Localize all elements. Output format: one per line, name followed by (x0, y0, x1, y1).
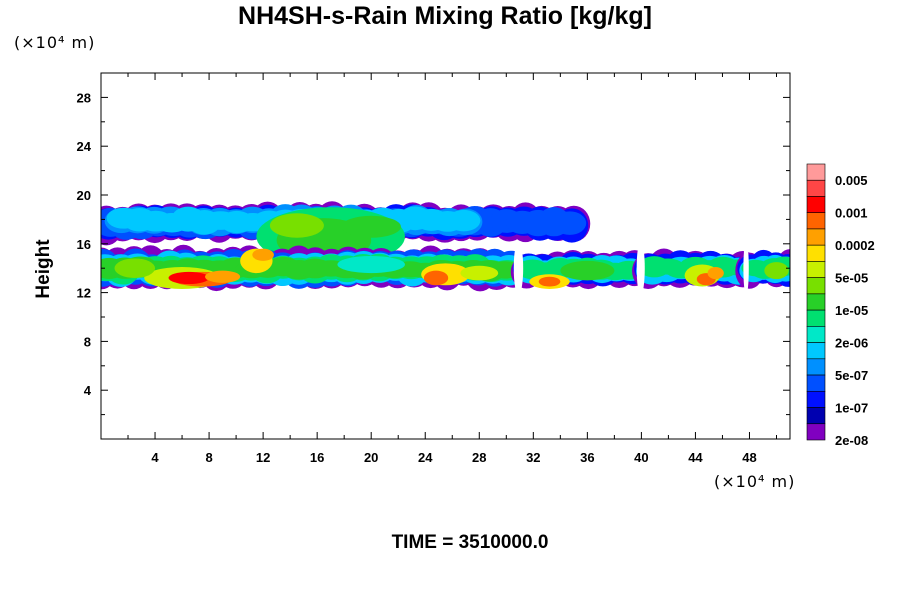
x-tick-label: 4 (151, 450, 159, 465)
colorbar-swatch (806, 342, 826, 360)
contour-cell (269, 213, 324, 238)
colorbar-label: 5e-05 (835, 271, 868, 286)
x-tick-label: 20 (364, 450, 378, 465)
contour-cell (560, 260, 615, 281)
colorbar-label: 0.005 (835, 173, 868, 188)
colorbar-swatch (806, 326, 826, 343)
y-tick-label: 8 (84, 334, 91, 349)
contour-cell (114, 258, 156, 278)
colorbar-swatch (806, 293, 826, 311)
x-tick-label: 28 (472, 450, 486, 465)
contour-gap (743, 241, 749, 296)
contour-cell (460, 265, 499, 281)
colorbar-swatch (806, 244, 826, 262)
colorbar-swatch (806, 179, 826, 197)
contour-cell (423, 270, 449, 286)
y-tick-label: 16 (77, 237, 91, 252)
colorbar-swatch (806, 261, 826, 278)
y-tick-label: 24 (77, 139, 92, 154)
y-tick-label: 4 (84, 383, 92, 398)
x-axis: 4 8 12 16 20 24 28 32 36 40 44 48 (127, 73, 777, 465)
contour-cell (252, 248, 274, 261)
time-label: TIME = 3510000.0 (391, 532, 549, 553)
contour-cell (168, 271, 210, 285)
x-tick-label: 40 (634, 450, 648, 465)
x-tick-label: 16 (310, 450, 324, 465)
colorbar-label: 1e-07 (835, 401, 868, 416)
colorbar-swatch (806, 196, 826, 214)
x-tick-label: 36 (580, 450, 594, 465)
contour-cell (764, 262, 789, 280)
contour-cell (341, 215, 401, 238)
colorbar-swatch (806, 309, 826, 327)
contour-gap (636, 241, 645, 296)
colorbar-label: 0.0002 (835, 238, 875, 253)
y-axis-unit: (×10⁴ m) (14, 33, 96, 52)
y-tick-label: 12 (77, 286, 91, 301)
colorbar-label: 0.001 (835, 206, 868, 221)
x-tick-label: 8 (205, 450, 212, 465)
x-tick-label: 32 (526, 450, 540, 465)
colorbar-swatch (806, 358, 826, 376)
y-axis: 4 8 12 16 20 24 28 (77, 90, 790, 416)
x-tick-label: 24 (418, 450, 433, 465)
colorbar-label: 2e-08 (835, 433, 868, 448)
contour-cell (205, 270, 241, 283)
colorbar-label: 5e-07 (835, 368, 868, 383)
colorbar-swatch (806, 390, 826, 408)
x-axis-unit: (×10⁴ m) (714, 472, 796, 491)
colorbar-swatch (806, 407, 826, 425)
colorbar-swatch (806, 228, 826, 246)
contour-cell (447, 209, 481, 232)
x-tick-label: 48 (742, 450, 756, 465)
y-tick-label: 28 (77, 90, 91, 105)
colorbar-swatch (806, 277, 826, 295)
colorbar-swatch (806, 212, 826, 230)
colorbar-label: 2e-06 (835, 336, 868, 351)
contour-gap (513, 241, 524, 296)
x-tick-label: 12 (256, 450, 270, 465)
contour-cell (707, 266, 724, 280)
contour-field (101, 201, 790, 296)
colorbar: 0.005 0.001 0.0002 5e-05 1e-05 2e-06 5e-07 1e-0… (806, 163, 875, 448)
contour-cell (337, 256, 405, 274)
colorbar-label: 1e-05 (835, 303, 868, 318)
colorbar-swatch (806, 163, 826, 181)
contour-cell (538, 276, 561, 287)
x-tick-label: 44 (688, 450, 703, 465)
contour-cell (553, 211, 587, 235)
colorbar-swatch (806, 423, 826, 441)
y-tick-label: 20 (77, 188, 91, 203)
plot-frame (100, 72, 791, 440)
colorbar-swatch (806, 374, 826, 392)
chart-title: NH4SH-s-Rain Mixing Ratio [kg/kg] (238, 2, 652, 30)
